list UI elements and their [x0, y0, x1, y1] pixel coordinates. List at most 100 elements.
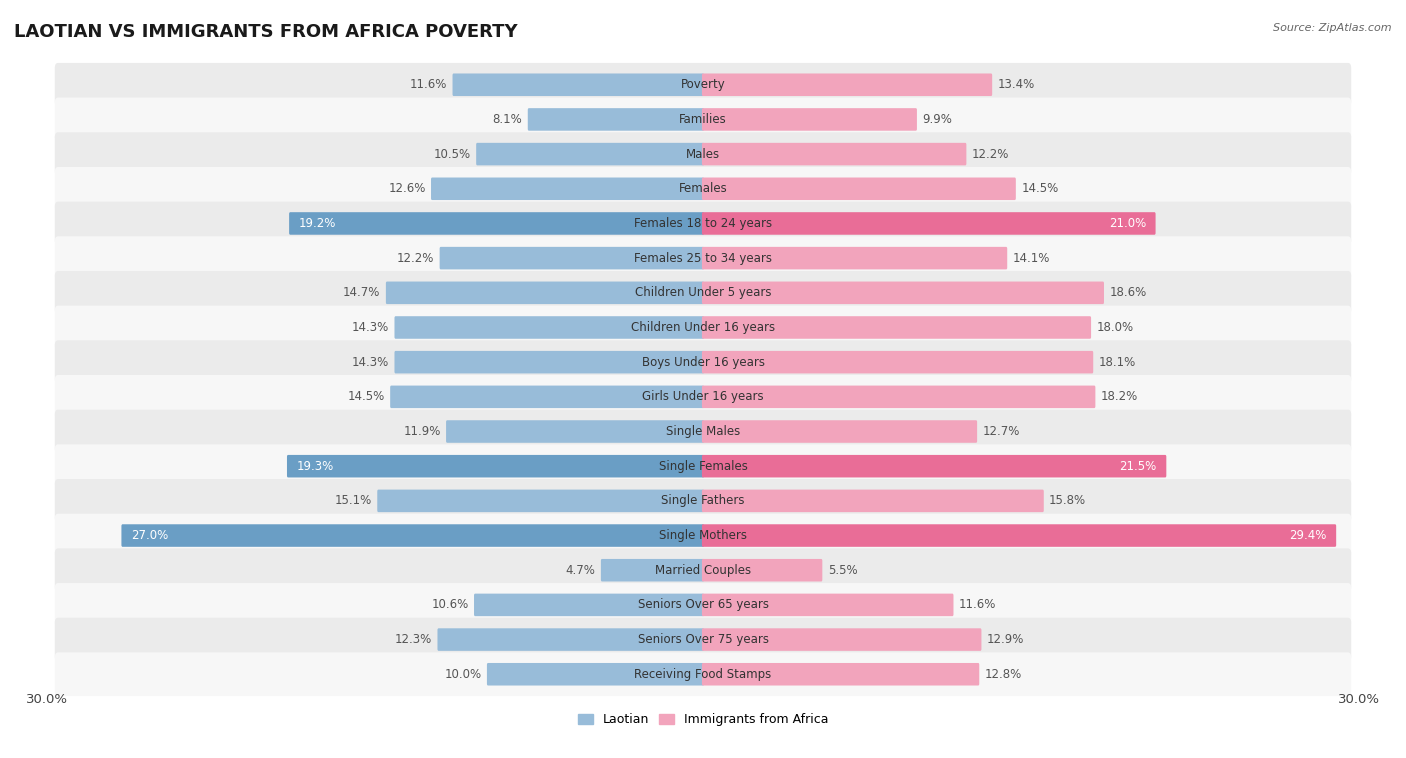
Text: Poverty: Poverty [681, 78, 725, 91]
FancyBboxPatch shape [702, 420, 977, 443]
Text: Males: Males [686, 148, 720, 161]
FancyBboxPatch shape [702, 74, 993, 96]
FancyBboxPatch shape [432, 177, 704, 200]
Text: 10.6%: 10.6% [432, 598, 468, 612]
Text: Females 25 to 34 years: Females 25 to 34 years [634, 252, 772, 265]
FancyBboxPatch shape [702, 316, 1091, 339]
Text: 5.5%: 5.5% [828, 564, 858, 577]
FancyBboxPatch shape [477, 143, 704, 165]
FancyBboxPatch shape [395, 316, 704, 339]
FancyBboxPatch shape [702, 247, 1007, 269]
FancyBboxPatch shape [702, 559, 823, 581]
Text: Married Couples: Married Couples [655, 564, 751, 577]
Text: 12.2%: 12.2% [396, 252, 434, 265]
Text: 12.6%: 12.6% [388, 182, 426, 196]
FancyBboxPatch shape [55, 167, 1351, 211]
Text: 30.0%: 30.0% [1339, 693, 1381, 706]
FancyBboxPatch shape [55, 375, 1351, 418]
FancyBboxPatch shape [55, 340, 1351, 384]
Text: Source: ZipAtlas.com: Source: ZipAtlas.com [1274, 23, 1392, 33]
FancyBboxPatch shape [55, 479, 1351, 523]
Text: 14.3%: 14.3% [352, 321, 389, 334]
Text: Receiving Food Stamps: Receiving Food Stamps [634, 668, 772, 681]
Text: 12.3%: 12.3% [395, 633, 432, 646]
Text: LAOTIAN VS IMMIGRANTS FROM AFRICA POVERTY: LAOTIAN VS IMMIGRANTS FROM AFRICA POVERT… [14, 23, 517, 41]
Text: Females: Females [679, 182, 727, 196]
FancyBboxPatch shape [702, 143, 966, 165]
Text: 30.0%: 30.0% [25, 693, 67, 706]
Text: 13.4%: 13.4% [997, 78, 1035, 91]
FancyBboxPatch shape [121, 525, 704, 547]
FancyBboxPatch shape [702, 177, 1015, 200]
Text: Seniors Over 65 years: Seniors Over 65 years [637, 598, 769, 612]
Text: 10.0%: 10.0% [444, 668, 481, 681]
Text: 27.0%: 27.0% [131, 529, 169, 542]
Text: 21.5%: 21.5% [1119, 459, 1157, 473]
Text: 18.1%: 18.1% [1098, 356, 1136, 368]
FancyBboxPatch shape [702, 455, 1167, 478]
Text: 10.5%: 10.5% [433, 148, 471, 161]
Text: 19.2%: 19.2% [299, 217, 336, 230]
Text: Families: Families [679, 113, 727, 126]
Text: Single Fathers: Single Fathers [661, 494, 745, 507]
Text: 14.3%: 14.3% [352, 356, 389, 368]
FancyBboxPatch shape [440, 247, 704, 269]
FancyBboxPatch shape [600, 559, 704, 581]
FancyBboxPatch shape [702, 108, 917, 130]
Text: 18.6%: 18.6% [1109, 287, 1147, 299]
FancyBboxPatch shape [55, 305, 1351, 349]
FancyBboxPatch shape [55, 444, 1351, 488]
Text: Girls Under 16 years: Girls Under 16 years [643, 390, 763, 403]
Text: Seniors Over 75 years: Seniors Over 75 years [637, 633, 769, 646]
FancyBboxPatch shape [55, 132, 1351, 176]
FancyBboxPatch shape [287, 455, 704, 478]
FancyBboxPatch shape [474, 594, 704, 616]
FancyBboxPatch shape [453, 74, 704, 96]
FancyBboxPatch shape [702, 386, 1095, 408]
FancyBboxPatch shape [446, 420, 704, 443]
FancyBboxPatch shape [55, 514, 1351, 557]
FancyBboxPatch shape [55, 271, 1351, 315]
Text: 29.4%: 29.4% [1289, 529, 1326, 542]
Text: 15.8%: 15.8% [1049, 494, 1087, 507]
FancyBboxPatch shape [702, 663, 979, 685]
Text: Females 18 to 24 years: Females 18 to 24 years [634, 217, 772, 230]
FancyBboxPatch shape [55, 202, 1351, 246]
Legend: Laotian, Immigrants from Africa: Laotian, Immigrants from Africa [572, 708, 834, 731]
FancyBboxPatch shape [527, 108, 704, 130]
FancyBboxPatch shape [55, 63, 1351, 107]
Text: 18.0%: 18.0% [1097, 321, 1133, 334]
FancyBboxPatch shape [702, 212, 1156, 235]
Text: 8.1%: 8.1% [492, 113, 523, 126]
FancyBboxPatch shape [437, 628, 704, 651]
Text: 11.9%: 11.9% [404, 425, 440, 438]
FancyBboxPatch shape [702, 490, 1043, 512]
FancyBboxPatch shape [702, 525, 1336, 547]
FancyBboxPatch shape [55, 98, 1351, 141]
Text: Children Under 16 years: Children Under 16 years [631, 321, 775, 334]
Text: Boys Under 16 years: Boys Under 16 years [641, 356, 765, 368]
FancyBboxPatch shape [55, 653, 1351, 696]
Text: 12.9%: 12.9% [987, 633, 1024, 646]
FancyBboxPatch shape [55, 548, 1351, 592]
FancyBboxPatch shape [391, 386, 704, 408]
Text: 14.1%: 14.1% [1012, 252, 1050, 265]
FancyBboxPatch shape [55, 409, 1351, 453]
Text: 14.7%: 14.7% [343, 287, 381, 299]
Text: 18.2%: 18.2% [1101, 390, 1137, 403]
FancyBboxPatch shape [702, 281, 1104, 304]
Text: Single Mothers: Single Mothers [659, 529, 747, 542]
Text: 19.3%: 19.3% [297, 459, 333, 473]
Text: 12.7%: 12.7% [983, 425, 1019, 438]
Text: 4.7%: 4.7% [565, 564, 596, 577]
Text: 12.2%: 12.2% [972, 148, 1010, 161]
Text: 21.0%: 21.0% [1109, 217, 1146, 230]
Text: 14.5%: 14.5% [1021, 182, 1059, 196]
FancyBboxPatch shape [290, 212, 704, 235]
FancyBboxPatch shape [702, 628, 981, 651]
Text: 12.8%: 12.8% [984, 668, 1022, 681]
Text: 15.1%: 15.1% [335, 494, 373, 507]
FancyBboxPatch shape [55, 236, 1351, 280]
Text: 9.9%: 9.9% [922, 113, 952, 126]
FancyBboxPatch shape [486, 663, 704, 685]
